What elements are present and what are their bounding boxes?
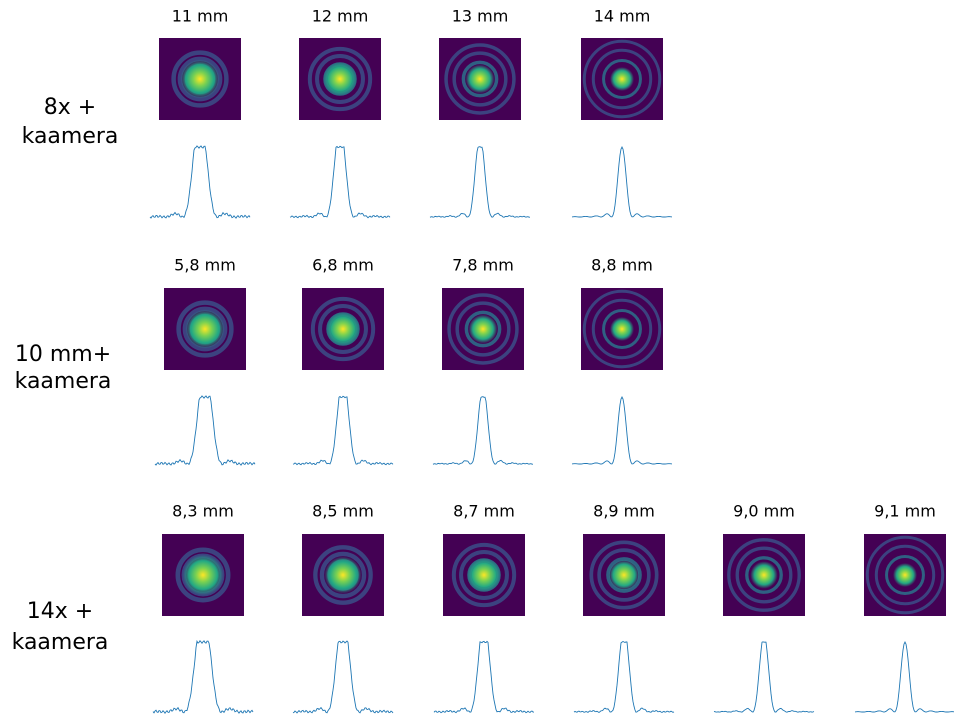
image-spot — [326, 312, 360, 346]
image-spot — [893, 563, 917, 587]
panel-title: 8,8 mm — [591, 256, 653, 275]
image-ring — [727, 538, 801, 612]
row-label: 10 mm+ — [15, 342, 111, 367]
beam-image — [162, 534, 244, 616]
image-ring — [455, 301, 511, 357]
image-ring — [591, 48, 653, 110]
panel-title: 8,3 mm — [172, 502, 234, 521]
beam-image — [583, 534, 665, 616]
image-ring — [589, 540, 659, 610]
profile-curve — [571, 395, 673, 465]
profile-curve — [289, 145, 391, 219]
beam-image — [299, 38, 381, 120]
image-ring — [171, 50, 229, 108]
row-label: 8x + — [44, 95, 96, 120]
panel-title: 7,8 mm — [452, 256, 514, 275]
row-label: kaamera — [12, 630, 109, 655]
profile-curve — [573, 640, 675, 714]
image-ring — [447, 293, 519, 365]
image-ring — [452, 51, 508, 107]
panel-title: 8,9 mm — [593, 502, 655, 521]
profile-curve — [854, 640, 954, 713]
profile-curve — [713, 641, 815, 713]
profile-curve — [432, 396, 533, 465]
panel-title: 8,7 mm — [453, 502, 515, 521]
beam-image — [164, 288, 246, 370]
image-spot — [467, 558, 501, 592]
image-spot — [750, 561, 778, 589]
beam-image — [302, 534, 384, 616]
image-spot — [610, 67, 634, 91]
image-ring — [318, 304, 368, 354]
row-label: 14x + — [27, 599, 93, 624]
image-ring — [310, 296, 376, 362]
image-ring — [582, 289, 662, 369]
image-ring — [175, 547, 231, 603]
panel-title: 13 mm — [452, 7, 509, 26]
image-spot — [610, 317, 634, 341]
beam-image — [302, 288, 384, 370]
image-spot — [468, 314, 498, 344]
image-ring — [315, 54, 365, 104]
image-ring — [885, 555, 925, 595]
image-spot — [465, 64, 495, 94]
image-ring — [735, 546, 793, 604]
profile-curve — [429, 146, 530, 218]
image-spot — [324, 556, 362, 594]
image-spot — [185, 309, 225, 349]
beam-image — [159, 38, 241, 120]
image-ring — [176, 300, 234, 358]
image-ring — [451, 542, 517, 608]
profile-curve — [292, 640, 394, 714]
row-label: kaamera — [15, 369, 112, 394]
profile-curve — [292, 395, 394, 466]
panel-title: 9,1 mm — [874, 502, 936, 521]
image-ring — [745, 556, 783, 594]
profile-curve — [571, 145, 673, 218]
beam-image — [442, 288, 524, 370]
beam-image — [581, 288, 663, 370]
panel-title: 9,0 mm — [733, 502, 795, 521]
panel-title: 8,5 mm — [312, 502, 374, 521]
panel-title: 5,8 mm — [174, 256, 236, 275]
profile-curve — [152, 639, 254, 714]
image-spot — [182, 554, 224, 596]
image-ring — [461, 60, 499, 98]
image-spot — [180, 59, 220, 99]
profile-curve — [149, 145, 251, 219]
image-ring — [307, 46, 373, 112]
image-ring — [591, 298, 653, 360]
image-spot — [608, 559, 640, 591]
beam-image — [443, 534, 525, 616]
image-ring — [464, 310, 502, 348]
image-ring — [582, 39, 662, 119]
image-ring — [177, 56, 223, 102]
image-ring — [182, 306, 228, 352]
beam-image — [864, 534, 946, 616]
profile-curve — [154, 395, 256, 466]
panel-title: 11 mm — [172, 7, 229, 26]
panel-title: 12 mm — [312, 7, 369, 26]
image-ring — [597, 548, 651, 602]
image-ring — [602, 59, 642, 99]
image-ring — [444, 43, 516, 115]
image-ring — [606, 557, 642, 593]
image-ring — [459, 550, 509, 600]
beam-image — [723, 534, 805, 616]
profile-curve — [433, 640, 534, 714]
image-spot — [323, 62, 357, 96]
row-label: kaamera — [22, 124, 119, 149]
image-ring — [602, 309, 642, 349]
image-ring — [319, 551, 367, 599]
image-ring — [865, 535, 945, 615]
image-ring — [313, 545, 373, 605]
panel-title: 6,8 mm — [312, 256, 374, 275]
panel-title: 14 mm — [594, 7, 651, 26]
beam-image — [581, 38, 663, 120]
image-ring — [874, 544, 936, 606]
beam-image — [439, 38, 521, 120]
